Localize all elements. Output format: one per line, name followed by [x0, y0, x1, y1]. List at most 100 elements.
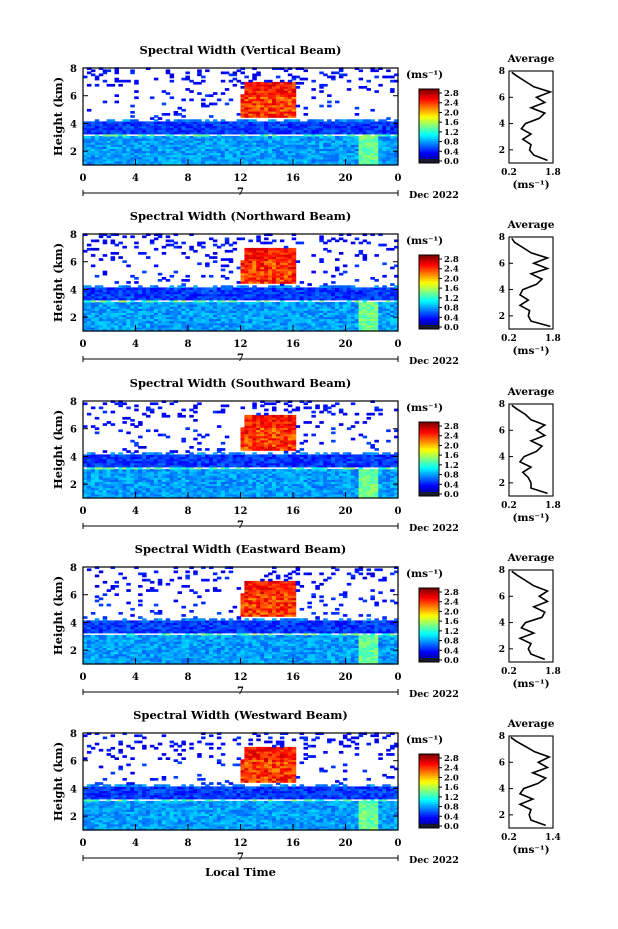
heatmap-cell — [244, 115, 249, 118]
heatmap-cell — [224, 162, 230, 166]
heatmap-cell — [311, 127, 316, 131]
heatmap-cell — [83, 328, 88, 332]
heatmap-cell — [382, 129, 387, 133]
heatmap-cell — [279, 88, 285, 91]
heatmap-cell — [114, 243, 119, 247]
heatmap-cell — [126, 135, 131, 139]
heatmap-cell — [275, 115, 281, 118]
colorbar-tick-label: 2.0 — [444, 108, 459, 118]
heatmap-cell — [272, 138, 277, 141]
heatmap-cell — [291, 92, 297, 95]
heatmap-cell — [315, 129, 320, 133]
heatmap-cell — [228, 328, 234, 332]
heatmap-cell — [240, 133, 245, 137]
heatmap-cell — [338, 73, 344, 77]
heatmap-cell — [331, 301, 336, 305]
heatmap-cell — [94, 119, 100, 122]
heatmap-cell — [142, 293, 147, 297]
heatmap-cell — [390, 75, 395, 79]
heatmap-cell — [228, 308, 234, 311]
heatmap-cell — [374, 144, 379, 147]
heatmap-cell — [224, 146, 230, 149]
heatmap-cell — [130, 162, 135, 166]
heatmap-cell — [173, 125, 179, 129]
heatmap-cell — [126, 326, 131, 330]
heatmap-cell — [177, 140, 182, 143]
heatmap-cell — [134, 152, 139, 156]
heatmap-cell — [256, 154, 261, 158]
heatmap-cell — [193, 142, 198, 145]
heatmap-cell — [342, 285, 348, 288]
heatmap-cell — [177, 289, 182, 293]
heatmap-cell — [98, 160, 104, 164]
heatmap-cell — [177, 297, 182, 301]
heatmap-cell — [366, 160, 371, 164]
heatmap-cell — [94, 316, 100, 320]
heatmap-cell — [252, 121, 257, 125]
heatmap-cell — [146, 314, 151, 318]
heatmap-cell — [106, 135, 112, 139]
heatmap-cell — [142, 314, 147, 318]
heatmap-cell — [216, 121, 222, 125]
heatmap-cell — [279, 123, 285, 127]
heatmap-cell — [248, 121, 253, 125]
heatmap-cell — [275, 108, 281, 112]
heatmap-cell — [224, 88, 230, 91]
heatmap-cell — [165, 69, 171, 73]
heatmap-cell — [106, 318, 112, 322]
heatmap-cell — [327, 162, 332, 166]
heatmap-cell — [370, 67, 375, 70]
heatmap-cell — [291, 90, 297, 93]
heatmap-cell — [323, 156, 328, 160]
heatmap-cell — [181, 304, 186, 307]
heatmap-cell — [102, 239, 108, 243]
heatmap-cell — [272, 94, 277, 97]
heatmap-cell — [114, 131, 119, 135]
heatmap-cell — [323, 241, 328, 245]
heatmap-cell — [260, 113, 265, 116]
heatmap-cell — [244, 81, 249, 85]
heatmap-cell — [90, 320, 96, 324]
heatmap-cell — [138, 301, 143, 305]
heatmap-cell — [146, 127, 151, 131]
heatmap-cell — [212, 314, 218, 318]
heatmap-cell — [283, 123, 289, 127]
heatmap-cell — [197, 158, 202, 162]
heatmap-cell — [122, 293, 127, 297]
heatmap-cell — [268, 241, 273, 245]
heatmap-cell — [287, 160, 293, 164]
heatmap-cell — [212, 295, 218, 299]
heatmap-cell — [244, 154, 249, 158]
heatmap-cell — [252, 146, 257, 149]
heatmap-cell — [201, 138, 206, 141]
heatmap-cell — [307, 160, 312, 164]
heatmap-cell — [216, 125, 222, 129]
heatmap-cell — [146, 322, 151, 326]
heatmap-cell — [153, 402, 159, 406]
heatmap-cell — [366, 146, 371, 149]
heatmap-cell — [256, 144, 261, 147]
heatmap-cell — [118, 291, 123, 295]
heatmap-cell — [283, 138, 289, 141]
heatmap-cell — [201, 306, 206, 309]
heatmap-cell — [362, 129, 368, 133]
heatmap-cell — [134, 277, 139, 280]
heatmap-cell — [122, 148, 127, 152]
heatmap-cell — [173, 293, 179, 297]
heatmap-cell — [146, 131, 151, 135]
heatmap-cell — [354, 127, 360, 131]
heatmap-cell — [106, 301, 112, 305]
heatmap-cell — [83, 291, 88, 295]
heatmap-cell — [153, 312, 159, 315]
heatmap-cell — [382, 156, 387, 160]
colorbar-swatch — [419, 94, 439, 97]
heatmap-cell — [161, 142, 167, 145]
heatmap-cell — [86, 452, 92, 455]
heatmap-cell — [138, 287, 143, 291]
heatmap-cell — [110, 162, 116, 166]
heatmap-cell — [94, 144, 100, 147]
heatmap-cell — [173, 111, 179, 114]
heatmap-cell — [122, 245, 127, 249]
heatmap-cell — [366, 119, 371, 122]
heatmap-cell — [315, 123, 320, 127]
